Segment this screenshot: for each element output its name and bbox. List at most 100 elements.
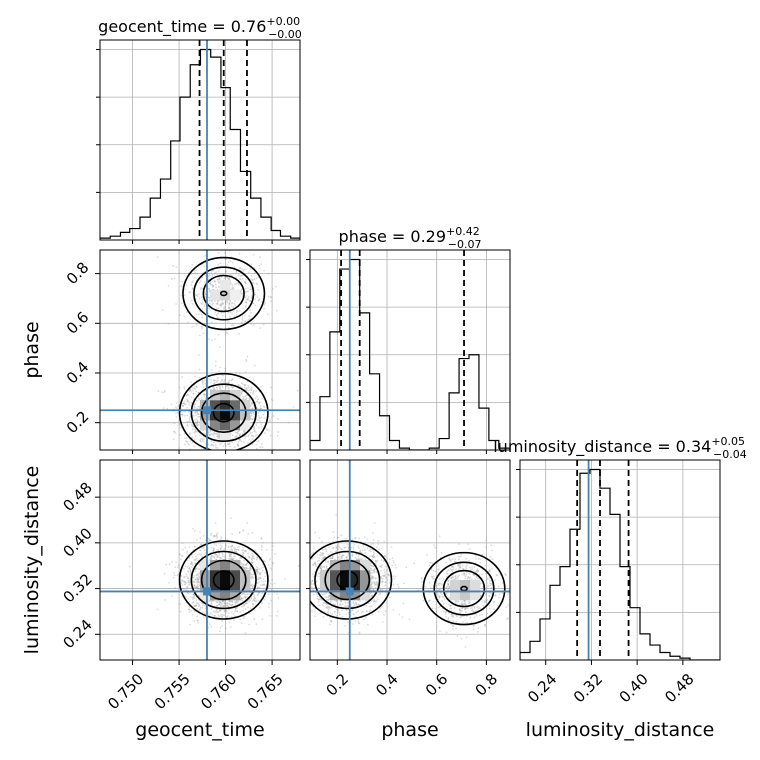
sample-point [182,580,185,583]
sample-point [196,588,199,591]
sample-point [252,302,255,305]
sample-point [186,393,189,396]
sample-point [201,440,204,443]
sample-point [200,296,203,299]
sample-point [268,585,271,588]
sample-point [238,532,241,535]
sample-point [248,438,251,441]
sample-point [245,562,248,565]
sample-point [240,561,243,564]
sample-point [194,604,197,607]
sample-point [231,545,234,547]
panel-title-luminosity_distance: luminosity_distance = 0.34+0.05 −0.04 [493,435,747,461]
sample-point [186,575,189,577]
sample-point [231,600,234,603]
sample-point [264,571,266,574]
sample-point [209,429,212,432]
sample-point [197,621,200,624]
sample-point [247,389,249,392]
sample-point [252,412,255,415]
sample-point [201,379,204,382]
sample-point [253,364,256,367]
sample-point [268,579,271,582]
sample-point [207,431,210,434]
sample-point [242,597,245,600]
sample-point [223,610,226,613]
sample-point [191,386,194,389]
sample-point [253,429,256,432]
sample-point [242,270,244,273]
sample-point [192,593,195,596]
sample-point [224,545,227,547]
sample-point [240,321,243,324]
sample-point [258,591,261,594]
sample-point [211,444,214,447]
sample-point [224,270,227,273]
sample-point [255,431,257,434]
sample-point [188,432,191,435]
sample-point [225,611,228,613]
sample-point [253,594,256,597]
sample-point [186,414,189,417]
sample-point [215,307,218,309]
sample-point [245,388,248,391]
sample-point [193,431,196,434]
sample-point [271,399,274,402]
sample-point [257,298,260,301]
sample-point [304,592,306,594]
sample-point [258,576,260,579]
sample-point [183,414,186,417]
sample-point [223,305,226,308]
sample-point [257,571,260,573]
sample-point [188,567,191,570]
sample-point [227,261,230,264]
sample-point [194,406,197,409]
sample-point [218,630,221,633]
sample-point [214,365,217,367]
sample-point [179,610,182,613]
sample-point [248,556,251,559]
sample-point [245,278,247,281]
sample-point [223,307,226,309]
sample-point [224,270,227,273]
sample-point [213,556,216,559]
sample-point [203,305,206,307]
sample-point [186,442,189,445]
sample-point [240,293,243,295]
sample-point [196,615,198,618]
sample-point [481,613,484,616]
sample-point [322,553,325,555]
sample-point [129,565,131,568]
sample-point [445,592,448,595]
sample-point [229,311,232,314]
sample-point [217,251,220,254]
sample-point [238,283,240,286]
sample-point [247,386,250,389]
sample-point [275,285,277,288]
sample-point [472,625,475,627]
sample-point [215,558,217,561]
sample-point [204,604,207,607]
sample-point [454,601,457,603]
sample-point [449,604,452,607]
density-bin [220,570,231,581]
sample-point [157,390,160,393]
sample-point [179,424,181,427]
sample-point [489,570,491,572]
sample-point [220,454,222,456]
sample-point [246,320,248,322]
sample-point [227,381,230,384]
sample-point [303,572,305,574]
sample-point [217,437,220,440]
sample-point [180,582,183,585]
sample-point [242,546,245,549]
sample-point [200,554,202,557]
sample-point [241,592,244,595]
sample-point [192,580,195,583]
sample-point [250,263,253,266]
sample-point [246,298,249,301]
sample-point [233,615,236,618]
sample-point [193,594,195,597]
sample-point [255,570,258,573]
sample-point [218,346,221,348]
